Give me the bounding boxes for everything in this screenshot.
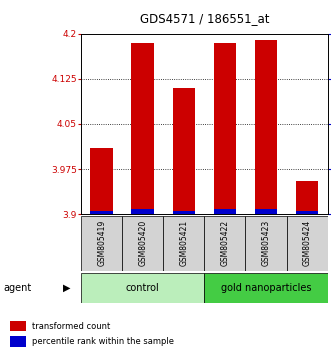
Text: GSM805421: GSM805421 — [179, 220, 188, 267]
Text: control: control — [126, 282, 160, 293]
Bar — [246, 216, 287, 271]
Bar — [10, 336, 26, 347]
Bar — [287, 216, 328, 271]
Bar — [204, 216, 246, 271]
Text: GDS4571 / 186551_at: GDS4571 / 186551_at — [140, 12, 269, 25]
Text: GSM805423: GSM805423 — [261, 220, 270, 267]
Bar — [296, 211, 318, 214]
Text: transformed count: transformed count — [32, 321, 110, 331]
Bar — [213, 209, 236, 214]
Bar — [296, 181, 318, 214]
Text: agent: agent — [3, 282, 31, 293]
Text: GSM805422: GSM805422 — [220, 220, 229, 267]
Bar — [172, 88, 195, 214]
Text: percentile rank within the sample: percentile rank within the sample — [32, 337, 174, 346]
Bar — [122, 216, 163, 271]
Bar — [131, 209, 154, 214]
Bar — [204, 273, 328, 303]
Text: GSM805420: GSM805420 — [138, 220, 147, 267]
Text: GSM805424: GSM805424 — [303, 220, 312, 267]
Bar — [81, 216, 122, 271]
Bar — [10, 321, 26, 331]
Text: GSM805419: GSM805419 — [97, 220, 106, 267]
Bar — [131, 43, 154, 214]
Bar — [255, 209, 277, 214]
Bar — [90, 211, 113, 214]
Text: ▶: ▶ — [63, 282, 71, 293]
Bar — [213, 43, 236, 214]
Bar — [172, 211, 195, 214]
Bar — [163, 216, 204, 271]
Bar — [255, 40, 277, 214]
Bar — [81, 273, 204, 303]
Bar — [90, 148, 113, 214]
Text: gold nanoparticles: gold nanoparticles — [221, 282, 311, 293]
